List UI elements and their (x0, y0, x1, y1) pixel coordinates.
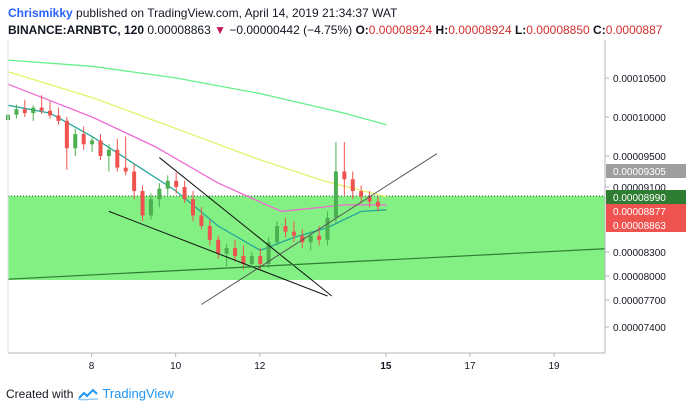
candle-body (56, 115, 61, 121)
price-tag (606, 164, 686, 178)
y-tick-label: 0.00008300 (613, 248, 666, 259)
chart-header-line2: BINANCE:ARNBTC, 120 0.00008863 ▼ −0.0000… (8, 23, 662, 37)
close-value: 0.0000887 (605, 23, 663, 37)
candle-body (81, 134, 86, 145)
candle-body (115, 149, 120, 168)
high-label: H: (435, 23, 449, 37)
down-arrow-icon: ▼ (214, 23, 226, 37)
candle-body (300, 235, 305, 243)
y-tick-label: 0.00007700 (613, 296, 666, 307)
x-tick-label: 12 (254, 361, 266, 372)
price-change: −0.00000442 (−4.75%) (229, 23, 353, 37)
y-tick-label: 0.00007400 (613, 323, 666, 334)
y-tick-label: 0.00009100 (613, 183, 666, 194)
candle-body (216, 239, 221, 254)
low-label: L: (514, 23, 527, 37)
candle-body (308, 235, 313, 243)
x-tick-label: 17 (464, 361, 476, 372)
candle-body (190, 199, 195, 216)
price-chart[interactable]: 0.00010500 0.00010000 0.00009500 0.00009100… (0, 0, 686, 380)
candle-body (123, 167, 128, 172)
trendline-2 (108, 210, 328, 297)
low-value: 0.00008850 (526, 23, 590, 37)
candle-body (39, 107, 44, 111)
candle-body (233, 247, 238, 256)
price-tag-label: 0.00009305 (613, 167, 666, 178)
candle-body (64, 120, 69, 149)
close-label: C: (593, 23, 606, 37)
candle-body (90, 140, 95, 145)
open-value: 0.00008924 (368, 23, 433, 37)
candle-body (207, 226, 212, 240)
open-label: O: (355, 23, 369, 37)
trendline-3 (201, 153, 438, 305)
moving-average-2 (7, 71, 387, 198)
candle-body (174, 180, 179, 187)
price-tag-label: 0.00008990 (613, 193, 666, 204)
high-value: 0.00008924 (448, 23, 512, 37)
x-tick-label: 8 (89, 361, 95, 372)
candle-body (22, 109, 27, 114)
candle-body (148, 199, 153, 216)
footer: Created with TradingView (6, 386, 174, 401)
author-name[interactable]: Chrismikky (8, 6, 73, 20)
candle-body (14, 109, 19, 115)
tradingview-logo[interactable]: TradingView (77, 386, 174, 401)
candle-body (333, 171, 338, 218)
candle-body (165, 180, 170, 189)
candle-body (224, 247, 229, 254)
tradingview-brand: TradingView (102, 386, 174, 401)
candle-body (367, 196, 372, 202)
support-zone (8, 195, 605, 280)
candle-body (266, 242, 271, 264)
candle-body (182, 187, 187, 200)
last-price: 0.00008863 (147, 23, 211, 37)
symbol-label: BINANCE:ARNBTC, 120 (8, 23, 145, 37)
moving-average-4 (7, 104, 387, 252)
price-tag-label: 0.00008863 (613, 221, 666, 232)
candle-body (31, 107, 36, 114)
chart-header-line1: Chrismikky published on TradingView.com,… (8, 6, 397, 20)
candle-body (258, 256, 263, 264)
candle-body (241, 256, 246, 264)
moving-average-3 (7, 83, 387, 213)
candle-body (350, 179, 355, 192)
price-tag (606, 204, 686, 218)
candle-body (106, 149, 111, 156)
candle-body (325, 217, 330, 240)
price-tag (606, 190, 686, 204)
candle-body (375, 201, 380, 207)
candle-body (359, 191, 364, 197)
y-tick-label: 0.00008000 (613, 272, 666, 283)
x-tick-label: 19 (548, 361, 560, 372)
candle-body (140, 191, 145, 216)
candle-body (249, 256, 254, 264)
price-tag (606, 218, 686, 232)
x-tick-label: 15 (380, 361, 392, 372)
candle-body (291, 231, 296, 236)
y-tick-label: 0.00010000 (613, 113, 666, 124)
candle-body (157, 188, 162, 200)
x-tick-label: 10 (170, 361, 182, 372)
y-tick-label: 0.00009500 (613, 152, 666, 163)
candle-body (132, 171, 137, 192)
created-with-text: Created with (6, 386, 74, 401)
candle-body (275, 226, 280, 243)
published-info: published on TradingView.com, April 14, … (76, 6, 398, 20)
candle-body (342, 171, 347, 180)
candle-body (283, 226, 288, 232)
price-tag-label: 0.00008877 (613, 207, 666, 218)
candle-body (48, 110, 53, 116)
candle-body (199, 215, 204, 226)
candle-body (317, 235, 322, 240)
trendline-1 (159, 157, 333, 297)
trendline-4 (7, 248, 606, 280)
moving-average-1 (7, 59, 387, 126)
candle-body (73, 134, 78, 149)
candle-body (98, 140, 103, 156)
y-tick-label: 0.00010500 (613, 74, 666, 85)
tradingview-cloud-icon (78, 388, 99, 400)
